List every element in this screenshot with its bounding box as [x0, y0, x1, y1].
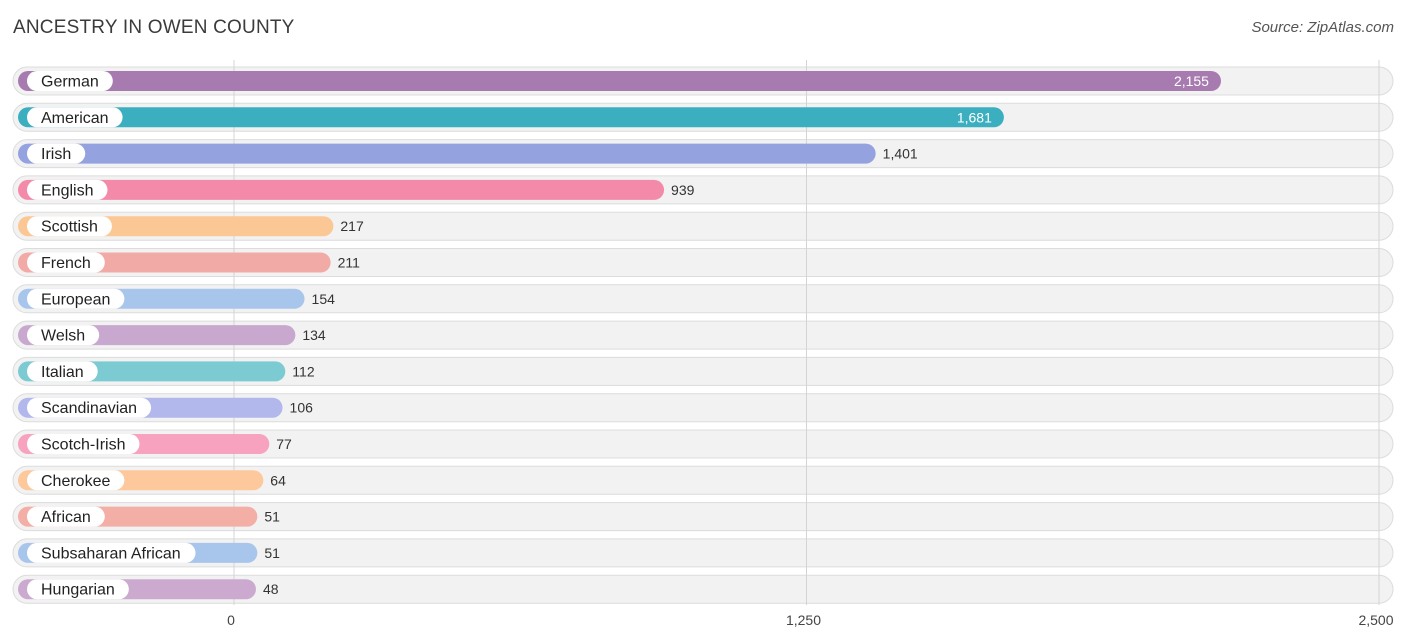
category-pill — [27, 71, 113, 91]
category-label: Scottish — [41, 219, 98, 236]
category-label: Scandinavian — [41, 400, 137, 417]
category-label: Italian — [41, 364, 84, 381]
bar-group-scottish: Scottish 217 — [18, 216, 364, 237]
value-label: 51 — [264, 545, 280, 561]
category-pill — [27, 325, 100, 346]
value-label: 106 — [290, 400, 314, 416]
bar-group-cherokee: Cherokee 64 — [18, 470, 286, 491]
category-label: German — [41, 74, 99, 91]
bar-group-scandinavian: Scandinavian 106 — [18, 397, 314, 418]
value-label: 1,401 — [883, 146, 918, 162]
category-pill — [27, 252, 105, 273]
category-label: Scotch-Irish — [41, 437, 125, 454]
bar-group-irish: Irish 1,401 — [18, 143, 918, 164]
x-axis-ticks: 0 1,250 2,500 — [227, 612, 1394, 628]
value-label: 154 — [312, 291, 336, 307]
bar-group-american: American 1,681 — [18, 107, 1004, 128]
category-pill — [27, 107, 123, 128]
category-pill — [27, 216, 112, 237]
category-pill — [27, 361, 98, 382]
bar-group-subsaharan-african: Subsaharan African 51 — [18, 542, 280, 563]
row-background-cherokee — [12, 465, 1394, 495]
category-label: American — [41, 110, 109, 127]
bar-group-french: French 211 — [18, 252, 361, 273]
row-background-european — [12, 284, 1394, 314]
bar-german — [18, 71, 1221, 91]
value-label: 939 — [671, 182, 695, 198]
value-label: 64 — [270, 472, 286, 488]
row-background-hungarian — [12, 574, 1394, 604]
category-pill — [27, 288, 125, 309]
x-tick-label: 2,500 — [1358, 612, 1393, 628]
bar-group-english: English 939 — [18, 179, 695, 200]
value-label: 77 — [276, 436, 292, 452]
value-label: 134 — [302, 327, 326, 343]
category-label: Cherokee — [41, 473, 110, 490]
value-label: 112 — [292, 363, 315, 379]
bar-group-hungarian: Hungarian 48 — [18, 579, 279, 600]
value-label: 217 — [340, 218, 364, 234]
chart-title: ANCESTRY IN OWEN COUNTY — [13, 17, 295, 38]
row-background-french — [12, 248, 1394, 277]
bar-irish — [18, 143, 876, 164]
row-background-scotch-irish — [12, 429, 1394, 459]
category-pill — [27, 470, 125, 491]
category-label: African — [41, 509, 91, 526]
bar-american — [18, 107, 1004, 128]
category-pill — [27, 397, 152, 418]
bar-english — [18, 179, 665, 200]
category-pill — [27, 506, 105, 527]
x-tick-label: 0 — [227, 612, 235, 628]
row-background-scottish — [12, 211, 1394, 241]
row-background-italian — [12, 356, 1394, 386]
row-background-scandinavian — [12, 393, 1394, 423]
category-pill — [27, 143, 86, 164]
bar-group-african: African 51 — [18, 506, 280, 527]
row-background-welsh — [12, 320, 1394, 350]
category-label: Irish — [41, 146, 71, 163]
category-label: European — [41, 291, 110, 308]
category-label: Welsh — [41, 328, 85, 345]
row-background-african — [12, 502, 1394, 532]
bar-group-european: European 154 — [18, 288, 336, 309]
row-background-subsaharan-african — [12, 538, 1394, 568]
value-label: 1,681 — [957, 109, 992, 125]
bar-group-welsh: Welsh 134 — [18, 325, 326, 346]
category-pill — [27, 179, 108, 200]
chart-source: Source: ZipAtlas.com — [1251, 19, 1394, 36]
value-label: 2,155 — [1174, 73, 1209, 89]
category-label: Hungarian — [41, 582, 115, 599]
value-label: 51 — [264, 509, 280, 525]
category-label: Subsaharan African — [41, 545, 181, 562]
category-label: English — [41, 182, 93, 199]
category-pill — [27, 434, 140, 454]
bar-group-italian: Italian 112 — [18, 361, 315, 382]
bars: German 2,155 American 1,681 Irish 1,401 Englis… — [18, 71, 1221, 600]
bar-group-scotch-irish: Scotch-Irish 77 — [18, 434, 292, 454]
category-pill — [27, 542, 196, 563]
bar-group-german: German 2,155 — [18, 71, 1221, 91]
category-pill — [27, 579, 129, 600]
category-label: French — [41, 255, 91, 272]
x-tick-label: 1,250 — [786, 612, 821, 628]
value-label: 48 — [263, 581, 279, 597]
value-label: 211 — [338, 255, 361, 271]
